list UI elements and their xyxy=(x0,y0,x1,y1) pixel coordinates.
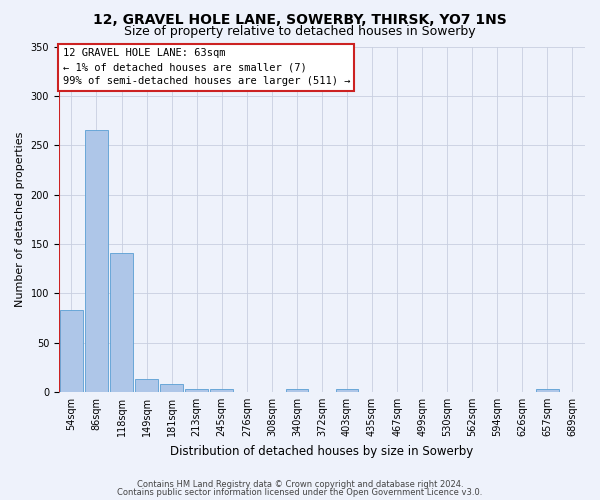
Bar xyxy=(110,253,133,392)
Bar xyxy=(85,130,108,392)
Text: 12 GRAVEL HOLE LANE: 63sqm
← 1% of detached houses are smaller (7)
99% of semi-d: 12 GRAVEL HOLE LANE: 63sqm ← 1% of detac… xyxy=(62,48,350,86)
X-axis label: Distribution of detached houses by size in Sowerby: Distribution of detached houses by size … xyxy=(170,444,473,458)
Bar xyxy=(160,384,183,392)
Bar xyxy=(336,389,358,392)
Bar xyxy=(185,389,208,392)
Text: 12, GRAVEL HOLE LANE, SOWERBY, THIRSK, YO7 1NS: 12, GRAVEL HOLE LANE, SOWERBY, THIRSK, Y… xyxy=(93,12,507,26)
Text: Size of property relative to detached houses in Sowerby: Size of property relative to detached ho… xyxy=(124,25,476,38)
Bar xyxy=(286,389,308,392)
Y-axis label: Number of detached properties: Number of detached properties xyxy=(15,132,25,307)
Bar xyxy=(211,389,233,392)
Bar xyxy=(60,310,83,392)
Bar xyxy=(136,379,158,392)
Text: Contains public sector information licensed under the Open Government Licence v3: Contains public sector information licen… xyxy=(118,488,482,497)
Text: Contains HM Land Registry data © Crown copyright and database right 2024.: Contains HM Land Registry data © Crown c… xyxy=(137,480,463,489)
Bar xyxy=(536,389,559,392)
